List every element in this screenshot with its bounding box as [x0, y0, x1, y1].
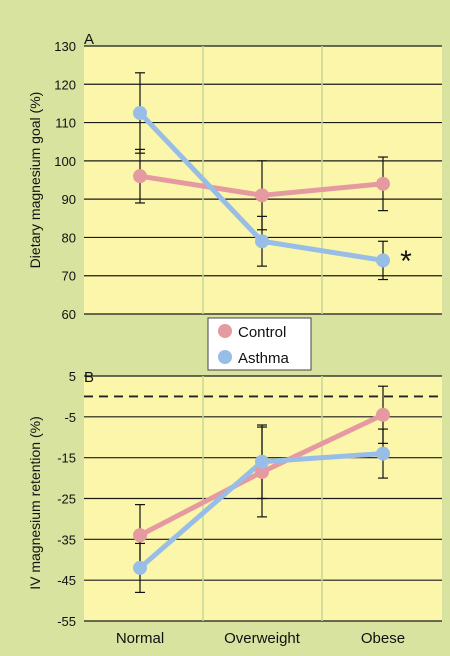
data-point-control — [376, 176, 390, 191]
legend-control-marker — [218, 324, 232, 338]
y-tick-label: 70 — [62, 269, 76, 284]
data-point-asthma — [133, 106, 147, 120]
y-tick-label: -35 — [57, 532, 76, 547]
y-tick-label: -45 — [57, 573, 76, 588]
panel-a-y-axis-label: Dietary magnesium goal (%) — [27, 92, 43, 269]
data-point-control — [133, 528, 147, 543]
panel-b-y-axis-label: IV magnesium retention (%) — [27, 416, 43, 590]
data-point-control — [376, 407, 390, 422]
data-point-asthma — [133, 560, 147, 575]
x-tick-label: Obese — [361, 630, 405, 647]
x-tick-labels: Normal Overweight Obese — [116, 630, 405, 647]
y-tick-label: -5 — [64, 410, 76, 425]
y-tick-label: 5 — [69, 369, 76, 384]
legend-control-label: Control — [238, 324, 286, 341]
panel-b-category-separators — [202, 376, 323, 621]
y-tick-label: 110 — [55, 116, 76, 131]
data-point-control — [255, 188, 269, 203]
data-point-control — [255, 464, 269, 479]
y-tick-label: 120 — [54, 77, 76, 92]
data-point-asthma — [376, 446, 390, 461]
y-tick-label: -15 — [57, 451, 76, 466]
y-tick-label: -25 — [57, 492, 76, 507]
data-point-asthma — [255, 454, 269, 469]
data-point-asthma — [376, 253, 390, 268]
panel-b-series — [133, 385, 390, 594]
legend: Control Asthma — [207, 317, 312, 371]
data-point-control — [133, 169, 147, 184]
panel-a-gridlines — [84, 45, 442, 315]
panel-a-y-tick-labels: 130 120 110 100 90 80 70 60 — [54, 39, 76, 322]
legend-asthma-marker — [218, 350, 232, 364]
y-tick-label: 60 — [62, 307, 76, 322]
y-tick-label: 90 — [62, 192, 76, 207]
y-tick-label: 100 — [54, 154, 76, 169]
y-tick-label: 80 — [62, 230, 76, 245]
significance-asterisk: * — [400, 245, 412, 278]
panel-a-label: A — [84, 31, 94, 48]
y-tick-label: -55 — [57, 614, 76, 629]
panel-b-y-tick-labels: 5 -5 -15 -25 -35 -45 -55 — [57, 369, 76, 629]
panel-a-series — [133, 72, 390, 281]
legend-asthma-label: Asthma — [238, 350, 290, 367]
y-tick-label: 130 — [54, 39, 76, 54]
x-tick-label: Normal — [116, 630, 164, 647]
x-tick-label: Overweight — [224, 630, 301, 647]
panel-b: 5 -5 -15 -25 -35 -45 -55 B IV magnesium retent… — [27, 369, 442, 629]
panel-b-label: B — [84, 369, 94, 386]
data-point-asthma — [255, 234, 269, 249]
panel-a: 130 120 110 100 90 80 70 60 A Dietary magnesium… — [27, 31, 442, 322]
